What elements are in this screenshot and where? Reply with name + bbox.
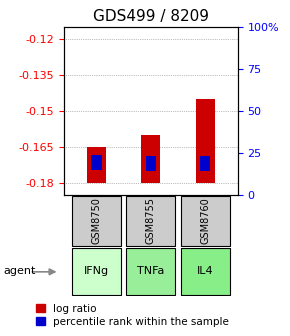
Title: GDS499 / 8209: GDS499 / 8209 [93,9,209,24]
Bar [91,155,102,170]
Legend: log ratio, percentile rank within the sample: log ratio, percentile rank within the sa… [34,302,231,329]
Bar [87,147,106,183]
FancyBboxPatch shape [72,248,121,295]
FancyBboxPatch shape [181,248,230,295]
Bar [146,157,156,171]
Text: GSM8755: GSM8755 [146,198,156,244]
Text: GSM8750: GSM8750 [91,198,101,244]
Bar [196,99,215,183]
FancyBboxPatch shape [181,196,230,246]
Text: IFNg: IFNg [84,266,109,276]
Bar [200,157,211,171]
FancyBboxPatch shape [126,248,175,295]
Text: GSM8760: GSM8760 [200,198,210,244]
Text: TNFa: TNFa [137,266,164,276]
Text: IL4: IL4 [197,266,213,276]
FancyBboxPatch shape [126,196,175,246]
Text: agent: agent [3,266,35,277]
Bar [141,135,160,183]
FancyBboxPatch shape [72,196,121,246]
